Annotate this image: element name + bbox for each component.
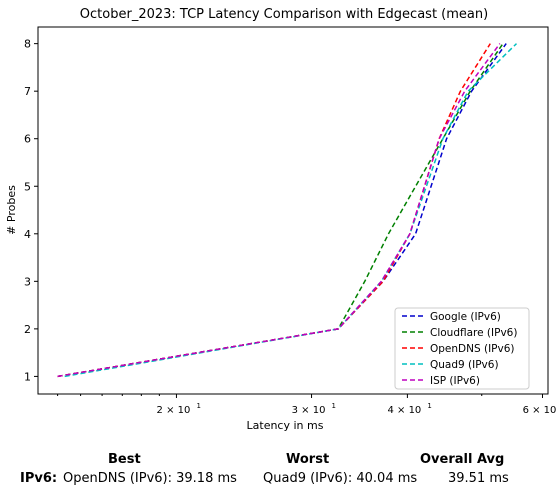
legend-label-5: ISP (IPv6) (430, 375, 480, 387)
series-layer (57, 43, 518, 378)
legend: Google (IPv6) Cloudflare (IPv6) OpenDNS (I… (394, 307, 530, 390)
y-tick-label-4: 4 (24, 228, 31, 241)
x-axis-label: Latency in ms (247, 419, 324, 432)
y-tick-label-7: 7 (24, 85, 31, 98)
x-tick-label-3: 4 × 10 (387, 405, 421, 416)
legend-label-4: Quad9 (IPv6) (430, 359, 499, 371)
y-tick-label-6: 6 (24, 133, 31, 146)
chart-title: October_2023: TCP Latency Comparison wit… (80, 7, 488, 22)
y-axis-label: # Probes (5, 185, 18, 235)
summary-row-best: OpenDNS (IPv6): 39.18 ms (63, 471, 237, 486)
x-tick-label-2: 3 × 10 (292, 405, 326, 416)
x-tick-exponent-3: 1 (427, 402, 431, 410)
legend-frame (394, 307, 530, 390)
summary-row-worst: Quad9 (IPv6): 40.04 ms (263, 471, 418, 486)
x-tick-exponent-1: 1 (196, 402, 200, 410)
latency-chart: October_2023: TCP Latency Comparison wit… (5, 7, 557, 432)
x-tick-label-1: 2 × 10 (157, 405, 191, 416)
legend-label-2: Cloudflare (IPv6) (430, 327, 517, 339)
summary-row-label: IPv6: (20, 471, 58, 486)
legend-label-3: OpenDNS (IPv6) (430, 343, 515, 355)
y-tick-label-8: 8 (24, 38, 31, 51)
x-tick-label-4: 6 × 10 (523, 405, 557, 416)
y-tick-label-2: 2 (24, 323, 31, 336)
summary-row-overall: 39.51 ms (448, 471, 509, 486)
y-tick-label-1: 1 (24, 370, 31, 383)
summary-header-worst: Worst (286, 452, 330, 467)
plot-area (37, 26, 549, 395)
legend-label-1: Google (IPv6) (430, 311, 501, 323)
summary-header-overall: Overall Avg (420, 452, 505, 467)
x-tick-exponent-2: 1 (332, 402, 336, 410)
y-tick-label-5: 5 (24, 180, 31, 193)
series-line-2 (57, 43, 504, 378)
y-tick-label-3: 3 (24, 275, 31, 288)
y-axis: 1 2 3 4 5 6 7 8 (24, 38, 38, 383)
summary-header-best: Best (108, 452, 141, 467)
series-line-5 (57, 43, 501, 378)
